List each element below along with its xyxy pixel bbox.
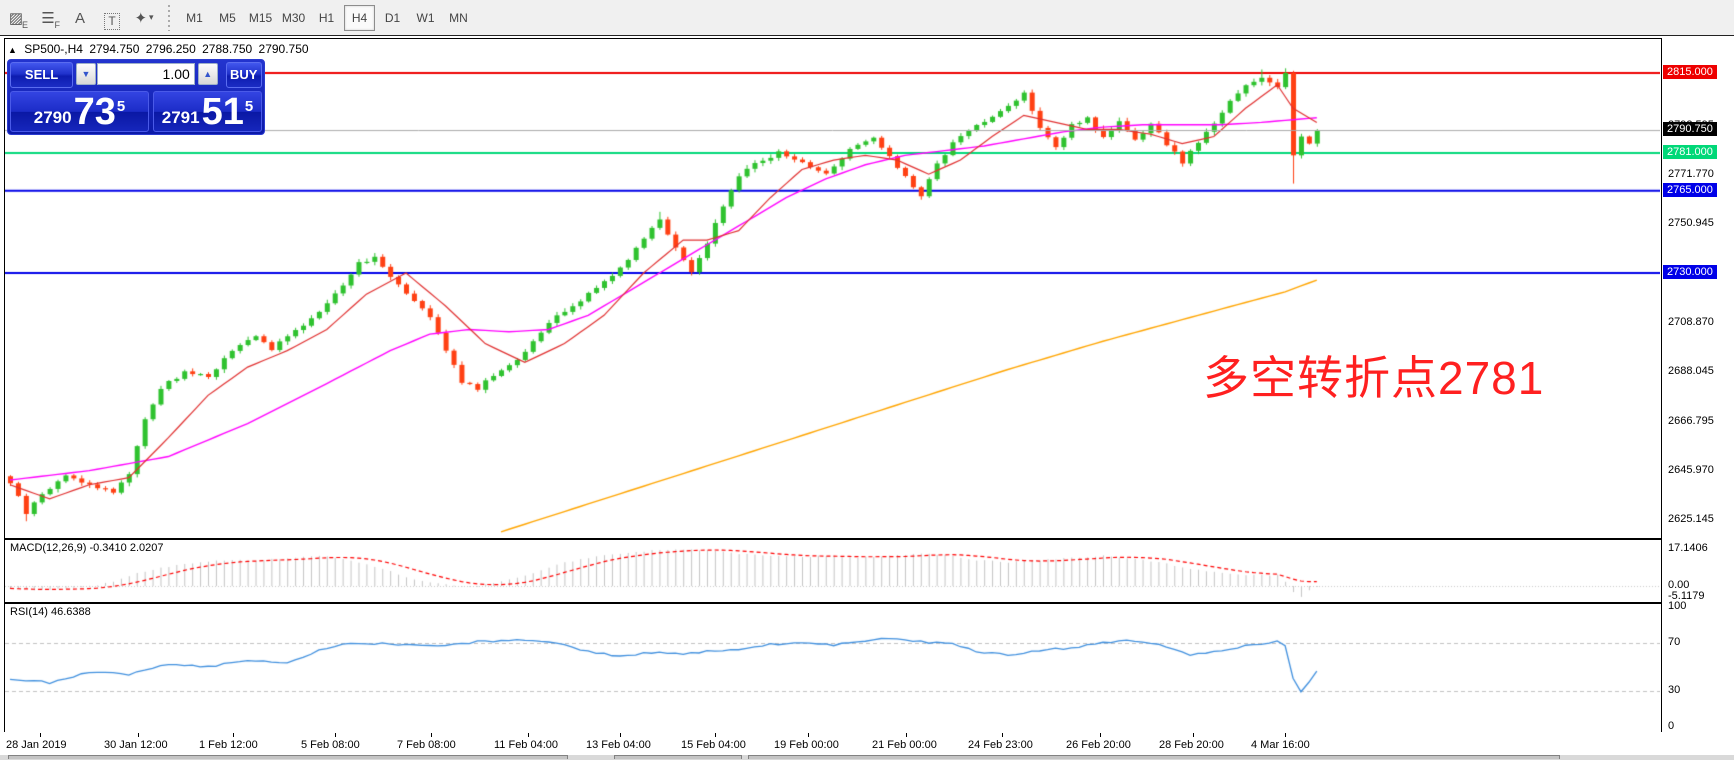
one-click-trading-panel: SELL ▼ ▲ BUY 2790 73 5 2791 51 5 [7,59,265,135]
time-axis-label: 5 Feb 08:00 [301,739,360,751]
chart-window: ▲ SP500-,H4 2794.750 2796.250 2788.750 2… [0,35,1734,761]
buy-price-prefix: 2791 [161,108,200,127]
price-level-label: 2815.000 [1663,65,1717,79]
text-label-tool[interactable]: A [74,9,85,27]
ohlc-open: 2794.750 [89,42,140,56]
volume-increase-button[interactable]: ▲ [197,63,218,85]
sell-price-sup: 5 [116,98,126,115]
shapes-tool[interactable]: ✦ ▾ [134,9,154,27]
ohlc-close: 2790.750 [258,42,309,56]
macd-axis-label: 0.00 [1668,579,1690,591]
time-axis-label: 13 Feb 04:00 [586,739,651,751]
volume-input[interactable] [96,63,195,85]
macd-canvas[interactable] [5,540,1660,600]
timeframe-buttons-group: M1 M5 M15 M30 H1 H4 D1 W1 MN [178,4,475,31]
timeframe-button-mn[interactable]: MN [449,10,468,25]
equidistant-channel-tool[interactable]: ▨ E [8,9,28,30]
timeframe-button-m30[interactable]: M30 [281,10,306,25]
sell-button[interactable]: SELL [10,62,74,88]
chart-header: ▲ SP500-,H4 2794.750 2796.250 2788.750 2… [8,42,312,56]
buy-price-sup: 5 [244,98,254,115]
timeframe-button-m1[interactable]: M1 [186,10,203,25]
ohlc-high: 2796.250 [145,42,196,56]
timeframe-button-h1[interactable]: H1 [318,10,335,25]
timeframe-button-d1[interactable]: D1 [384,10,401,25]
time-axis [0,732,1734,757]
time-axis-label: 30 Jan 12:00 [104,739,168,751]
time-axis-tick [808,733,809,737]
time-axis-tick [1285,733,1286,737]
sell-price-prefix: 2790 [33,108,72,127]
toolbar-separator [166,4,172,31]
time-axis-tick [233,733,234,737]
buy-button[interactable]: BUY [225,62,262,88]
time-axis-tick [40,733,41,737]
rsi-canvas[interactable] [5,604,1660,731]
timeframe-button-m15[interactable]: M15 [248,10,273,25]
time-axis-tick [1193,733,1194,737]
price-tick-label: 2708.870 [1668,315,1714,328]
time-axis-label: 11 Feb 04:00 [494,739,559,751]
text-box-tool[interactable]: T [99,6,125,30]
time-axis-tick [620,733,621,737]
time-axis-label: 7 Feb 08:00 [397,739,456,751]
volume-decrease-button[interactable]: ▼ [76,63,96,85]
time-axis-label: 15 Feb 04:00 [681,739,746,751]
rsi-label: RSI(14) 46.6388 [10,606,91,618]
time-axis-tick [1100,733,1101,737]
time-axis-tick [138,733,139,737]
price-level-label: 2765.000 [1663,182,1717,197]
time-axis-label: 19 Feb 00:00 [774,739,839,751]
macd-axis-label: -5.1179 [1668,590,1705,603]
collapse-panel-icon[interactable]: ▲ [8,45,17,55]
time-axis-label: 26 Feb 20:00 [1066,739,1131,751]
timeframe-button-m5[interactable]: M5 [219,10,236,25]
time-axis-tick [715,733,716,737]
drawing-tools-group: ▨ E ☰ F A T ✦ ▾ [0,6,160,30]
price-tick-label: 2688.045 [1668,364,1714,377]
time-axis-label: 28 Feb 20:00 [1159,739,1224,751]
buy-price-display[interactable]: 2791 51 5 [153,91,262,132]
time-axis-tick [1002,733,1003,737]
price-tick-label: 2666.795 [1668,414,1714,427]
timeframe-button-w1[interactable]: W1 [416,10,435,25]
candlestick-chart-canvas[interactable] [5,39,1660,536]
price-level-label: 2730.000 [1663,265,1717,279]
rsi-axis-label: 70 [1668,636,1681,648]
symbol-period-label: SP500-,H4 [24,42,83,56]
rsi-axis-label: 0 [1668,720,1675,732]
time-axis-tick [431,733,432,737]
time-axis-label: 1 Feb 12:00 [199,739,258,751]
price-tick-label: 2771.770 [1668,167,1714,180]
sell-price-display[interactable]: 2790 73 5 [10,91,149,132]
time-axis-tick [335,733,336,737]
toolbar: ▨ E ☰ F A T ✦ ▾ M1 M5 M15 M30 H1 H4 D1 W1 MN [0,0,1734,36]
sell-price-main: 73 [73,91,116,133]
macd-label: MACD(12,26,9) -0.3410 2.0207 [10,542,164,554]
current-price-label: 2790.750 [1663,122,1717,137]
rsi-axis-label: 100 [1668,600,1687,612]
price-level-label: 2781.000 [1663,145,1717,159]
macd-axis-label: 17.1406 [1668,541,1708,554]
price-tick-label: 2625.145 [1668,512,1714,525]
time-axis-label: 28 Jan 2019 [6,739,67,751]
rsi-axis-label: 30 [1668,684,1681,696]
ohlc-low: 2788.750 [202,42,253,56]
buy-price-main: 51 [201,91,244,133]
price-tick-label: 2750.945 [1668,216,1714,229]
time-axis-tick [528,733,529,737]
chart-annotation-text: 多空转折点2781 [1203,352,1545,404]
time-axis-tick [906,733,907,737]
time-axis-label: 4 Mar 16:00 [1251,739,1310,751]
fibonacci-tool[interactable]: ☰ F [41,9,60,30]
timeframe-button-h4[interactable]: H4 [344,4,375,31]
time-axis-label: 24 Feb 23:00 [968,739,1033,751]
price-tick-label: 2645.970 [1668,463,1714,476]
bottom-window-edge [0,755,1734,760]
time-axis-label: 21 Feb 00:00 [872,739,937,751]
